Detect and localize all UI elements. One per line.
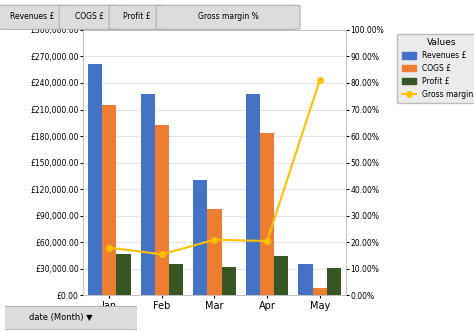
- Bar: [221, 267, 236, 295]
- Bar: [102, 105, 116, 295]
- Gross margin %: [211, 238, 217, 242]
- Legend: Revenues £, COGS £, Profit £, Gross margin %: Revenues £, COGS £, Profit £, Gross marg…: [397, 34, 474, 103]
- Bar: [141, 94, 155, 295]
- Line: Gross margin %: Gross margin %: [107, 78, 322, 257]
- Bar: [313, 289, 327, 295]
- Bar: [193, 180, 208, 295]
- Bar: [155, 124, 169, 295]
- FancyBboxPatch shape: [109, 5, 165, 29]
- Bar: [169, 265, 183, 295]
- Bar: [274, 256, 288, 295]
- Bar: [208, 209, 221, 295]
- Text: Gross margin %: Gross margin %: [198, 12, 258, 21]
- Bar: [88, 63, 102, 295]
- Gross margin %: [106, 246, 112, 250]
- Bar: [327, 268, 341, 295]
- Bar: [299, 265, 313, 295]
- FancyBboxPatch shape: [2, 306, 137, 330]
- Bar: [260, 133, 274, 295]
- Bar: [116, 254, 130, 295]
- Text: COGS £: COGS £: [75, 12, 104, 21]
- FancyBboxPatch shape: [0, 5, 68, 29]
- Text: Profit £: Profit £: [123, 12, 151, 21]
- FancyBboxPatch shape: [156, 5, 300, 29]
- Bar: [246, 94, 260, 295]
- Text: Revenues £: Revenues £: [10, 12, 55, 21]
- Text: date (Month) ▼: date (Month) ▼: [28, 313, 92, 322]
- Gross margin %: [264, 239, 270, 243]
- Gross margin %: [159, 252, 164, 256]
- FancyBboxPatch shape: [59, 5, 121, 29]
- Gross margin %: [317, 78, 322, 82]
